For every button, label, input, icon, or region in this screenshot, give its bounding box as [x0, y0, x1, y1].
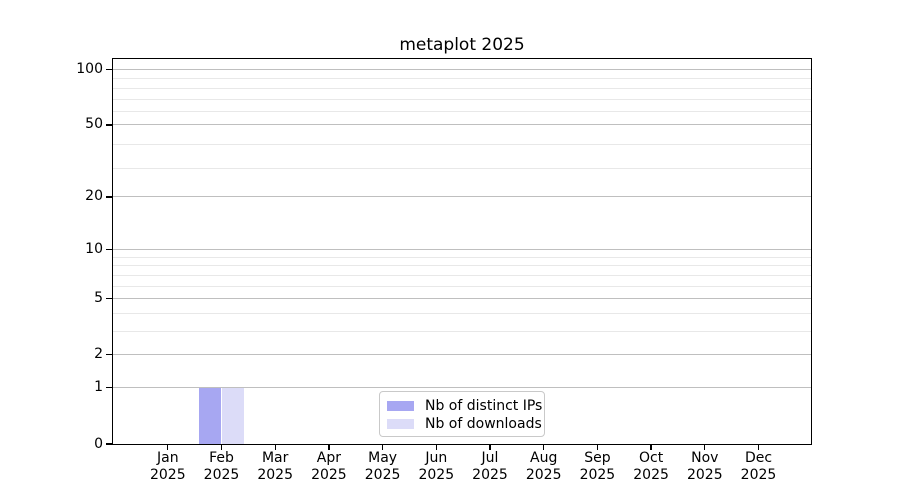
y-tick-label: 5 — [94, 290, 103, 307]
y-major-gridline — [113, 196, 811, 198]
y-tick-mark — [106, 248, 113, 251]
x-tick-mark — [435, 444, 437, 450]
legend: Nb of distinct IPs Nb of downloads — [379, 391, 545, 437]
y-major-gridline — [113, 248, 811, 250]
x-tick-mark — [328, 444, 330, 450]
y-minor-gridline — [113, 256, 811, 258]
y-major-gridline — [113, 68, 811, 70]
x-tick-mark — [167, 444, 169, 450]
bar-distinct-ips — [199, 387, 222, 444]
y-major-gridline — [113, 298, 811, 299]
y-tick-label: 0 — [94, 435, 103, 452]
y-tick-mark — [106, 124, 113, 126]
x-tick-mark — [704, 444, 706, 450]
y-major-gridline — [113, 354, 811, 356]
x-tick-label: Oct 2025 — [633, 450, 669, 483]
legend-entry-distinct-ips: Nb of distinct IPs — [387, 397, 542, 415]
y-minor-gridline — [113, 331, 811, 332]
x-tick-label: Jun 2025 — [418, 450, 455, 483]
y-minor-gridline — [113, 285, 811, 287]
x-tick-label: Nov 2025 — [686, 450, 723, 483]
x-tick-label: Aug 2025 — [525, 450, 562, 483]
x-tick-mark — [596, 444, 599, 450]
y-minor-gridline — [113, 98, 811, 100]
y-tick-mark — [106, 297, 113, 300]
x-tick-mark — [220, 444, 223, 450]
y-tick-label: 2 — [94, 346, 103, 363]
x-tick-label: Jul 2025 — [472, 450, 508, 483]
x-tick-mark — [543, 444, 545, 450]
y-major-gridline — [113, 387, 811, 389]
y-tick-label: 10 — [85, 240, 103, 257]
x-tick-mark — [381, 444, 384, 450]
x-tick-label: Dec 2025 — [740, 450, 777, 483]
y-minor-gridline — [113, 167, 811, 169]
x-tick-mark — [489, 444, 491, 450]
legend-swatch-downloads — [387, 419, 414, 429]
x-tick-mark — [650, 444, 652, 450]
y-minor-gridline — [113, 274, 811, 276]
legend-swatch-distinct-ips — [387, 401, 414, 411]
y-tick-label: 100 — [76, 61, 103, 77]
bar-downloads — [221, 387, 244, 444]
legend-entry-downloads: Nb of downloads — [387, 415, 542, 433]
chart-title: metaplot 2025 — [399, 35, 525, 55]
y-minor-gridline — [113, 78, 811, 80]
y-tick-mark — [106, 196, 113, 198]
y-minor-gridline — [113, 312, 811, 314]
y-tick-label: 50 — [85, 116, 103, 133]
x-tick-label: Jan 2025 — [149, 450, 186, 483]
y-minor-gridline — [113, 87, 811, 89]
y-tick-mark — [106, 354, 113, 356]
x-tick-label: May 2025 — [364, 450, 401, 483]
x-tick-label: Sep 2025 — [579, 450, 616, 483]
x-tick-label: Mar 2025 — [257, 450, 293, 483]
x-tick-mark — [274, 444, 276, 450]
legend-label-distinct-ips: Nb of distinct IPs — [425, 398, 543, 414]
x-tick-label: Feb 2025 — [203, 450, 240, 483]
y-minor-gridline — [113, 144, 811, 146]
y-tick-label: 1 — [94, 379, 103, 396]
y-tick-mark — [106, 68, 113, 71]
y-minor-gridline — [113, 111, 811, 113]
x-tick-label: Apr 2025 — [311, 450, 347, 483]
y-tick-mark — [106, 387, 113, 389]
y-major-gridline — [113, 124, 811, 126]
y-minor-gridline — [113, 265, 811, 267]
y-tick-label: 20 — [85, 188, 103, 205]
legend-label-downloads: Nb of downloads — [425, 416, 542, 432]
x-tick-mark — [757, 444, 760, 450]
y-tick-mark — [106, 443, 113, 445]
